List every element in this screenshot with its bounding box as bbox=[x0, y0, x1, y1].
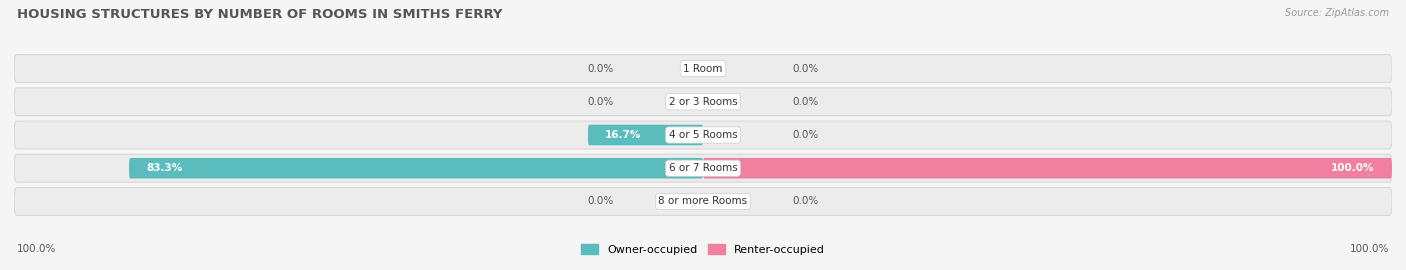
Text: 0.0%: 0.0% bbox=[588, 63, 613, 73]
FancyBboxPatch shape bbox=[703, 158, 1392, 178]
Text: 100.0%: 100.0% bbox=[1331, 163, 1375, 173]
FancyBboxPatch shape bbox=[14, 121, 1392, 149]
FancyBboxPatch shape bbox=[129, 158, 703, 178]
Text: 6 or 7 Rooms: 6 or 7 Rooms bbox=[669, 163, 737, 173]
Text: 0.0%: 0.0% bbox=[793, 197, 818, 207]
Text: 100.0%: 100.0% bbox=[17, 244, 56, 254]
Text: 0.0%: 0.0% bbox=[588, 197, 613, 207]
Text: HOUSING STRUCTURES BY NUMBER OF ROOMS IN SMITHS FERRY: HOUSING STRUCTURES BY NUMBER OF ROOMS IN… bbox=[17, 8, 502, 21]
Text: Source: ZipAtlas.com: Source: ZipAtlas.com bbox=[1285, 8, 1389, 18]
Text: 4 or 5 Rooms: 4 or 5 Rooms bbox=[669, 130, 737, 140]
Text: 8 or more Rooms: 8 or more Rooms bbox=[658, 197, 748, 207]
Text: 100.0%: 100.0% bbox=[1350, 244, 1389, 254]
Legend: Owner-occupied, Renter-occupied: Owner-occupied, Renter-occupied bbox=[576, 240, 830, 259]
Text: 1 Room: 1 Room bbox=[683, 63, 723, 73]
Text: 0.0%: 0.0% bbox=[793, 97, 818, 107]
Text: 83.3%: 83.3% bbox=[146, 163, 183, 173]
FancyBboxPatch shape bbox=[588, 125, 703, 145]
Text: 2 or 3 Rooms: 2 or 3 Rooms bbox=[669, 97, 737, 107]
Text: 0.0%: 0.0% bbox=[793, 130, 818, 140]
Text: 0.0%: 0.0% bbox=[793, 63, 818, 73]
FancyBboxPatch shape bbox=[14, 187, 1392, 215]
FancyBboxPatch shape bbox=[14, 154, 1392, 182]
FancyBboxPatch shape bbox=[14, 88, 1392, 116]
FancyBboxPatch shape bbox=[14, 55, 1392, 83]
Text: 16.7%: 16.7% bbox=[605, 130, 641, 140]
Text: 0.0%: 0.0% bbox=[588, 97, 613, 107]
